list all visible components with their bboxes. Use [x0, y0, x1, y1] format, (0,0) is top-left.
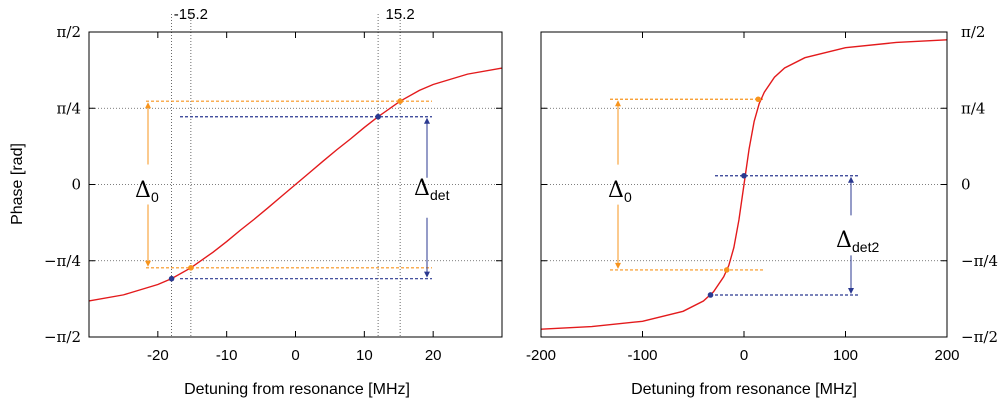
left-delta-det-symbol: Δ — [414, 176, 430, 201]
r-xtick-label-3: 100 — [833, 347, 858, 364]
left-phase-curve — [88, 67, 503, 302]
right-x-axis-title: Detuning from resonance [MHz] — [631, 381, 857, 398]
left-x-axis-title: Detuning from resonance [MHz] — [184, 381, 410, 398]
r-ytick-label-1: −π/4 — [961, 252, 998, 270]
right-delta-det2-subscript: det2 — [852, 239, 879, 255]
left-ticks: -20 -10 0 10 20 −π/2 −π/4 0 π/4 π/2 — [44, 23, 502, 364]
l-ytick-label-2: 0 — [71, 176, 81, 194]
left-panel: -20 -10 0 10 20 −π/2 −π/4 0 π/4 π/2 -15.2 15.2 Δ 0… — [9, 6, 503, 398]
right-panel: -200 -100 0 100 200−π/2 −π/4 0 π/4 π/2 Δ 0 Δ det… — [526, 23, 998, 398]
l-marker-0 — [168, 275, 175, 282]
l-annot0-arrowhead-top — [145, 102, 151, 109]
l-xtick-label-0: -20 — [147, 347, 169, 364]
right-markers — [707, 96, 762, 298]
r-annot0-arrowhead-top — [615, 100, 621, 107]
r-marker-2 — [741, 172, 747, 179]
r-marker-0 — [707, 292, 714, 298]
r-xtick-label-1: -100 — [627, 347, 657, 364]
l-ytick-label-1: −π/4 — [44, 252, 81, 270]
r-annot1-arrowhead-bottom — [848, 287, 854, 294]
left-delta0-symbol: Δ — [135, 178, 151, 203]
l-xtick-label-3: 10 — [356, 347, 373, 364]
right-ticks: -200 -100 0 100 200−π/2 −π/4 0 π/4 π/2 — [526, 23, 998, 364]
left-delta-det-subscript: det — [430, 187, 450, 203]
r-annot0-arrowhead-bottom — [615, 262, 621, 269]
left-delta-det-label: Δ det — [414, 176, 450, 203]
left-vertical-guides — [171, 14, 401, 337]
left-top-labels: -15.2 15.2 — [174, 6, 415, 23]
right-delta0-subscript: 0 — [624, 189, 632, 205]
l-ytick-label-3: π/4 — [57, 99, 81, 117]
r-marker-1 — [723, 267, 730, 273]
right-phase-curve — [540, 39, 948, 330]
left-y-axis-title: Phase [rad] — [9, 143, 26, 225]
l-marker-1 — [188, 264, 194, 271]
l-top-label-1: 15.2 — [386, 6, 415, 23]
l-ytick-label-0: −π/2 — [44, 328, 81, 346]
right-delta-det2-symbol: Δ — [836, 228, 852, 253]
l-marker-3 — [397, 98, 403, 105]
l-top-label-0: -15.2 — [174, 6, 208, 23]
left-delta0-label: Δ 0 — [135, 178, 159, 205]
left-markers — [168, 98, 403, 282]
r-ytick-label-2: 0 — [961, 176, 971, 194]
left-delta0-subscript: 0 — [151, 189, 159, 205]
right-delta0-symbol: Δ — [608, 178, 624, 203]
l-xtick-label-2: 0 — [291, 347, 299, 364]
r-annot1-arrowhead-top — [848, 176, 854, 183]
l-annot1-arrowhead-top — [424, 117, 430, 124]
right-delta0-label: Δ 0 — [608, 178, 632, 205]
l-annot0-arrowhead-bottom — [145, 260, 151, 267]
r-ytick-label-3: π/4 — [961, 99, 985, 117]
r-marker-3 — [755, 96, 762, 103]
right-delta-det2-label: Δ det2 — [836, 228, 879, 255]
l-marker-2 — [375, 113, 381, 120]
l-xtick-label-1: -10 — [216, 347, 238, 364]
right-annotation-guides — [610, 98, 858, 296]
r-xtick-label-4: 200 — [934, 347, 959, 364]
r-xtick-label-0: -200 — [526, 347, 556, 364]
l-xtick-label-4: 20 — [425, 347, 442, 364]
r-ytick-label-0: −π/2 — [961, 328, 998, 346]
r-xtick-label-2: 0 — [740, 347, 748, 364]
r-ytick-label-4: π/2 — [961, 23, 985, 41]
l-ytick-label-4: π/2 — [57, 23, 81, 41]
l-annot1-arrowhead-bottom — [424, 271, 430, 278]
